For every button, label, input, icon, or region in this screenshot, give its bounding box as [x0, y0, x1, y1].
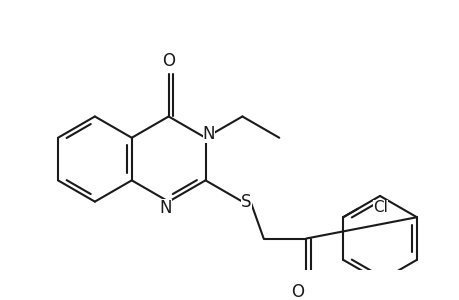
Text: O: O	[291, 283, 304, 300]
Text: S: S	[241, 193, 251, 211]
Text: Cl: Cl	[372, 200, 386, 214]
Text: O: O	[162, 52, 175, 70]
Text: N: N	[202, 125, 214, 143]
Text: N: N	[159, 199, 171, 217]
